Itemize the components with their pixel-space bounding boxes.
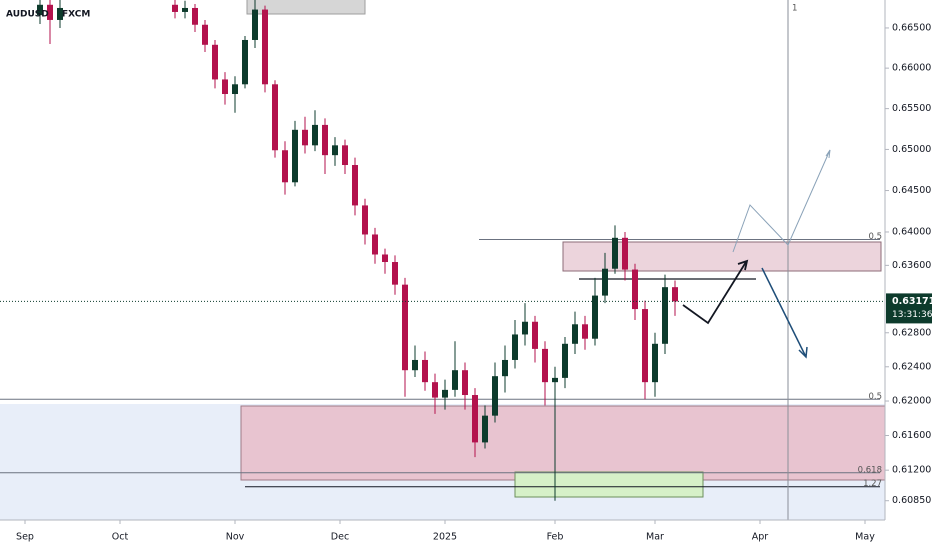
- x-tick-label: Oct: [112, 532, 129, 543]
- x-tick-label: Dec: [331, 532, 349, 543]
- grey-zone: [246, 0, 366, 15]
- candle-body: [622, 237, 628, 270]
- candle-body: [372, 234, 378, 255]
- symbol: AUDUSD: [6, 10, 49, 20]
- candle-body: [302, 129, 308, 146]
- y-tick-label: 0.65000: [892, 144, 931, 155]
- candle-body: [492, 376, 498, 416]
- target-zone: [514, 471, 704, 498]
- candle-body: [362, 205, 368, 235]
- candle-body: [262, 9, 268, 85]
- candle-body: [232, 84, 238, 95]
- demand-zone: [240, 405, 886, 481]
- candle-body: [352, 165, 358, 206]
- candle-body: [57, 7, 63, 20]
- candle-body: [672, 287, 678, 302]
- supply-zone: [562, 241, 882, 272]
- candle-body: [182, 7, 188, 12]
- candle-body: [202, 24, 208, 45]
- candle-body: [462, 370, 468, 396]
- candle-body: [37, 4, 43, 16]
- candle-body: [172, 4, 178, 12]
- last-price-box: [886, 293, 932, 324]
- candle-body: [602, 268, 608, 296]
- x-tick-label: Apr: [752, 532, 769, 543]
- candle-body: [272, 84, 278, 151]
- candle-body: [552, 377, 558, 383]
- fib-label: 0.618: [858, 465, 882, 475]
- y-tick-label: 0.63600: [892, 260, 931, 271]
- arrow-head: [798, 346, 808, 359]
- candle-body: [342, 145, 348, 166]
- candle-body: [452, 370, 458, 390]
- candle-body: [662, 287, 668, 344]
- fib-label: 0.5: [868, 232, 882, 242]
- projection-path: [732, 149, 831, 253]
- y-tick-label: 0.61600: [892, 430, 931, 441]
- time-axis: [0, 520, 932, 550]
- candle-body: [192, 7, 198, 25]
- fib-label: 1.27: [863, 479, 882, 489]
- candle-body: [572, 324, 578, 344]
- x-tick-label: Sep: [16, 532, 34, 543]
- candle-body: [422, 359, 428, 383]
- arrow-head: [737, 259, 749, 271]
- bull-arrow: [682, 261, 747, 325]
- candle-body: [242, 39, 248, 85]
- y-tick-label: 0.66500: [892, 22, 931, 33]
- candle-body: [322, 124, 328, 156]
- x-tick-label: 2025: [433, 532, 457, 543]
- candle-body: [652, 343, 658, 383]
- candle-body: [612, 237, 618, 269]
- candle-body: [522, 321, 528, 335]
- candle-body: [642, 309, 648, 383]
- candle-body: [632, 269, 638, 310]
- candle-body: [222, 79, 228, 95]
- candle-body: [502, 359, 508, 377]
- candle-body: [292, 129, 298, 183]
- last-price-label: 0.63171: [892, 296, 932, 307]
- x-tick-label: May: [855, 532, 875, 543]
- bear-arrow: [761, 267, 807, 358]
- y-tick-label: 0.66000: [892, 63, 931, 74]
- candle-body: [442, 389, 448, 398]
- arrow-head: [825, 149, 831, 159]
- candle-body: [562, 343, 568, 378]
- candle-body: [512, 334, 518, 360]
- source: FXCM: [62, 10, 90, 20]
- candle-body: [542, 348, 548, 383]
- candle-body: [382, 254, 388, 263]
- candle-body: [412, 359, 418, 371]
- vline-label: 1: [792, 4, 797, 14]
- y-tick-label: 0.64500: [892, 185, 931, 196]
- candle-body: [532, 321, 538, 349]
- fib-label: 0.5: [868, 392, 882, 402]
- candle-body: [392, 262, 398, 285]
- x-tick-label: Feb: [547, 532, 564, 543]
- y-tick-label: 0.62400: [892, 361, 931, 372]
- candle-body: [432, 382, 438, 398]
- countdown: 13:31:36: [892, 310, 932, 320]
- candle-body: [252, 9, 258, 40]
- candle-body: [472, 395, 478, 443]
- candle-body: [312, 124, 318, 146]
- candle-body: [212, 44, 218, 80]
- candle-body: [332, 145, 338, 156]
- candle-body: [47, 4, 53, 20]
- candle-body: [582, 324, 588, 339]
- x-tick-label: Nov: [226, 532, 245, 543]
- y-tick-label: 0.61200: [892, 465, 931, 476]
- y-tick-label: 0.60850: [892, 495, 931, 506]
- candle-body: [482, 415, 488, 443]
- price-axis: [885, 0, 932, 550]
- y-tick-label: 0.62800: [892, 327, 931, 338]
- candle-body: [592, 295, 598, 339]
- y-tick-label: 0.64000: [892, 226, 931, 237]
- candle-body: [282, 150, 288, 183]
- y-tick-label: 0.62000: [892, 396, 931, 407]
- y-tick-label: 0.65500: [892, 103, 931, 114]
- candle-body: [402, 284, 408, 371]
- x-tick-label: Mar: [646, 532, 664, 543]
